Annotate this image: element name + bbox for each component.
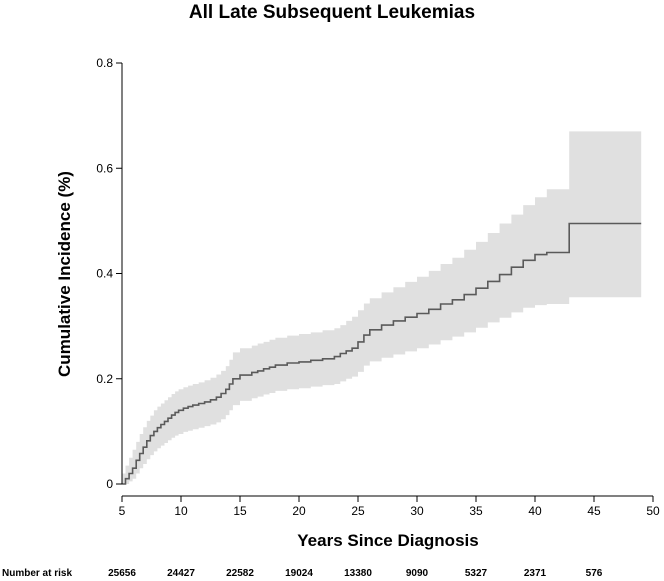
y-tick-label: 0.2 [96,372,113,386]
x-tick-label: 25 [351,504,365,518]
number-at-risk-value: 25656 [108,568,136,579]
incidence-line-layer [122,222,642,485]
confidence-band-layer [122,131,642,484]
number-at-risk-value: 13380 [344,568,372,579]
number-at-risk-value: 5327 [465,568,488,579]
x-tick-label: 30 [410,504,424,518]
y-tick-label: 0.6 [96,161,113,175]
number-at-risk-row: 25656 24427 22582 19024 13380 9090 5327 2371 576 [108,568,603,579]
number-at-risk-value: 22582 [226,568,254,579]
number-at-risk-value: 9090 [406,568,429,579]
x-tick-label: 45 [587,504,601,518]
x-tick-label: 10 [174,504,188,518]
ticks-layer: 0 0.2 0.4 0.6 0.8 5 10 15 20 25 30 35 40 45 50 [96,56,660,518]
incidence-line [122,222,642,485]
y-tick-label: 0 [106,477,113,491]
x-tick-label: 40 [528,504,542,518]
number-at-risk-label: Number at risk [2,568,72,579]
number-at-risk-value: 2371 [524,568,547,579]
y-axis-title: Cumulative Incidence (%) [55,171,74,377]
number-at-risk-value: 576 [586,568,603,579]
x-tick-label: 20 [292,504,306,518]
x-tick-label: 5 [119,504,126,518]
confidence-band [122,131,642,484]
number-at-risk-value: 24427 [167,568,195,579]
x-tick-label: 35 [469,504,483,518]
number-at-risk-value: 19024 [285,568,313,579]
y-tick-label: 0.8 [96,56,113,70]
chart-title: All Late Subsequent Leukemias [188,2,476,23]
x-axis-title: Years Since Diagnosis [297,531,478,550]
y-tick-label: 0.4 [96,267,113,281]
x-tick-label: 15 [233,504,247,518]
x-tick-label: 50 [646,504,660,518]
